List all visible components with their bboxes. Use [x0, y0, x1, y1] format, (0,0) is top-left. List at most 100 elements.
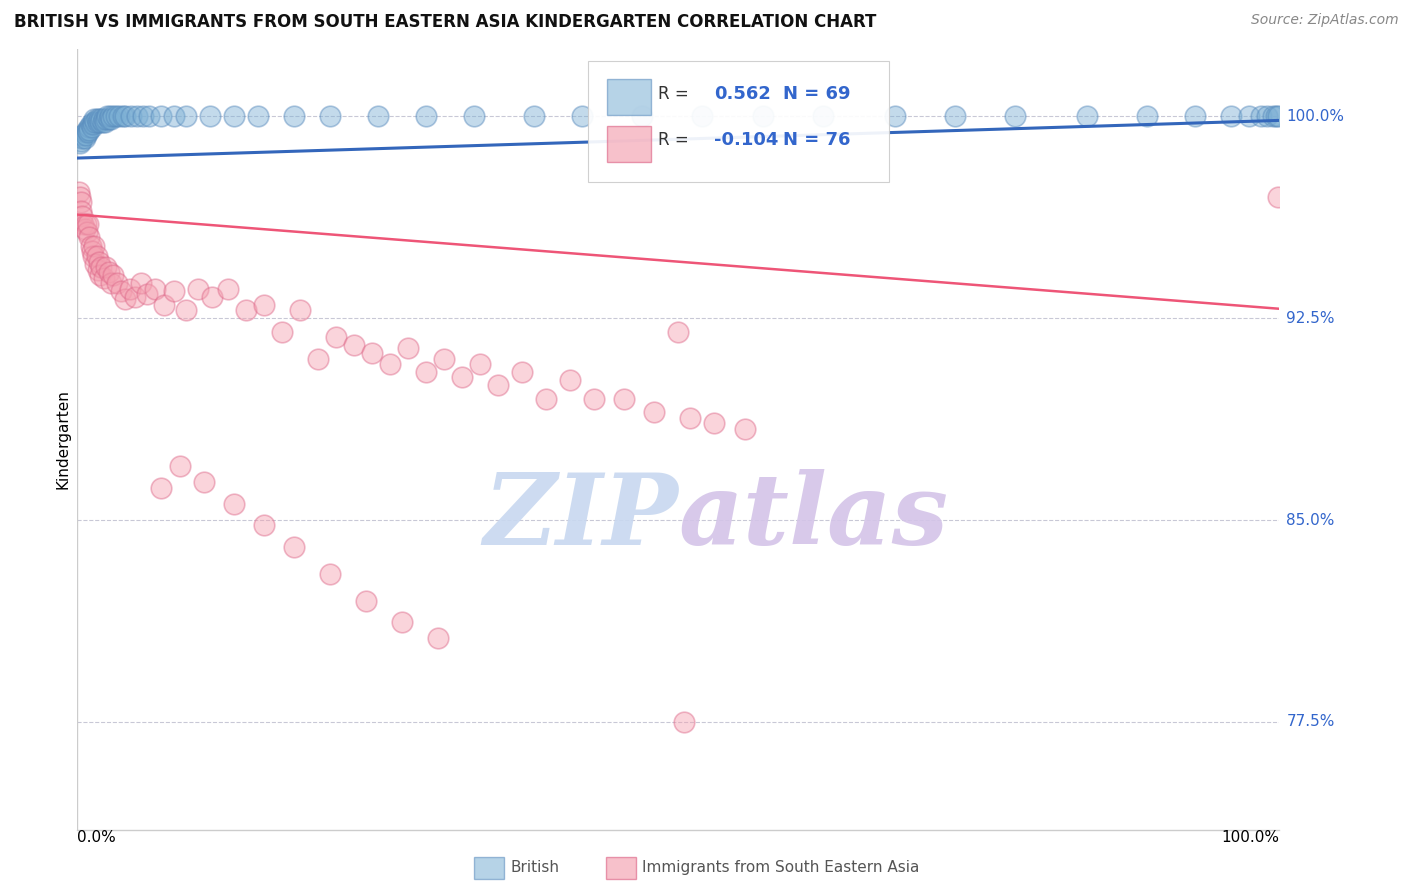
Point — [486, 378, 509, 392]
Point — [1076, 109, 1098, 123]
Point — [70, 209, 93, 223]
Point — [354, 594, 377, 608]
Point — [222, 497, 245, 511]
Point — [451, 370, 474, 384]
Point — [319, 109, 342, 123]
Point — [174, 109, 197, 123]
Point — [72, 128, 94, 143]
Point — [811, 109, 834, 123]
Point — [91, 114, 114, 128]
Point — [643, 405, 665, 419]
Point — [169, 459, 191, 474]
Point — [703, 416, 725, 430]
Point — [100, 277, 122, 291]
Text: 0.0%: 0.0% — [77, 830, 117, 845]
Point — [93, 112, 115, 126]
Text: R =: R = — [658, 85, 689, 103]
Point — [80, 244, 103, 258]
Point — [883, 109, 905, 123]
Point — [1264, 109, 1286, 123]
Point — [1267, 190, 1289, 204]
Point — [288, 303, 311, 318]
Point — [174, 303, 197, 318]
Point — [114, 293, 136, 307]
Point — [82, 117, 104, 131]
Point — [96, 260, 118, 274]
Point — [97, 112, 120, 126]
Text: Immigrants from South Eastern Asia: Immigrants from South Eastern Asia — [643, 860, 920, 875]
FancyBboxPatch shape — [607, 79, 651, 115]
Point — [132, 109, 155, 123]
Point — [1239, 109, 1261, 123]
Point — [343, 338, 366, 352]
Point — [396, 341, 419, 355]
Text: N = 76: N = 76 — [783, 131, 851, 149]
Point — [104, 109, 127, 123]
Point — [246, 109, 269, 123]
Point — [560, 373, 582, 387]
Text: Source: ZipAtlas.com: Source: ZipAtlas.com — [1251, 13, 1399, 28]
Point — [75, 126, 97, 140]
Point — [415, 365, 437, 379]
Point — [751, 109, 773, 123]
Point — [97, 265, 120, 279]
Point — [186, 282, 209, 296]
Point — [124, 290, 146, 304]
Point — [70, 134, 93, 148]
Text: 85.0%: 85.0% — [1286, 513, 1334, 527]
Point — [138, 109, 160, 123]
Point — [89, 114, 111, 128]
Point — [150, 109, 173, 123]
Point — [692, 109, 714, 123]
Point — [463, 109, 485, 123]
Bar — [606, 857, 637, 879]
Point — [378, 357, 401, 371]
Point — [1136, 109, 1159, 123]
Point — [679, 410, 702, 425]
Point — [75, 128, 97, 143]
Point — [73, 222, 96, 236]
Point — [1267, 109, 1289, 123]
Point — [67, 185, 90, 199]
Text: N = 69: N = 69 — [783, 85, 851, 103]
Point — [79, 117, 101, 131]
Point — [534, 392, 557, 406]
Point — [80, 120, 103, 134]
Point — [84, 257, 107, 271]
FancyBboxPatch shape — [607, 127, 651, 162]
Point — [94, 114, 117, 128]
Point — [253, 298, 276, 312]
Point — [415, 109, 437, 123]
Point — [86, 112, 108, 126]
Point — [70, 131, 93, 145]
Point — [87, 262, 110, 277]
Point — [82, 114, 104, 128]
Point — [193, 475, 215, 490]
Point — [1256, 109, 1278, 123]
Point — [162, 285, 184, 299]
Point — [87, 254, 110, 268]
Point — [360, 346, 382, 360]
FancyBboxPatch shape — [588, 61, 889, 182]
Point — [571, 109, 593, 123]
Point — [153, 298, 176, 312]
Point — [510, 365, 533, 379]
Point — [253, 518, 276, 533]
Point — [673, 714, 696, 729]
Point — [72, 217, 94, 231]
Point — [93, 270, 115, 285]
Point — [89, 268, 111, 282]
Point — [583, 392, 606, 406]
Text: R =: R = — [658, 131, 689, 149]
Point — [103, 268, 125, 282]
Point — [70, 203, 93, 218]
Point — [83, 112, 105, 126]
Point — [83, 238, 105, 252]
Text: 92.5%: 92.5% — [1286, 310, 1334, 326]
Point — [391, 615, 413, 630]
Point — [114, 109, 136, 123]
Point — [77, 217, 100, 231]
Point — [283, 109, 305, 123]
Point — [75, 217, 97, 231]
Point — [79, 238, 101, 252]
